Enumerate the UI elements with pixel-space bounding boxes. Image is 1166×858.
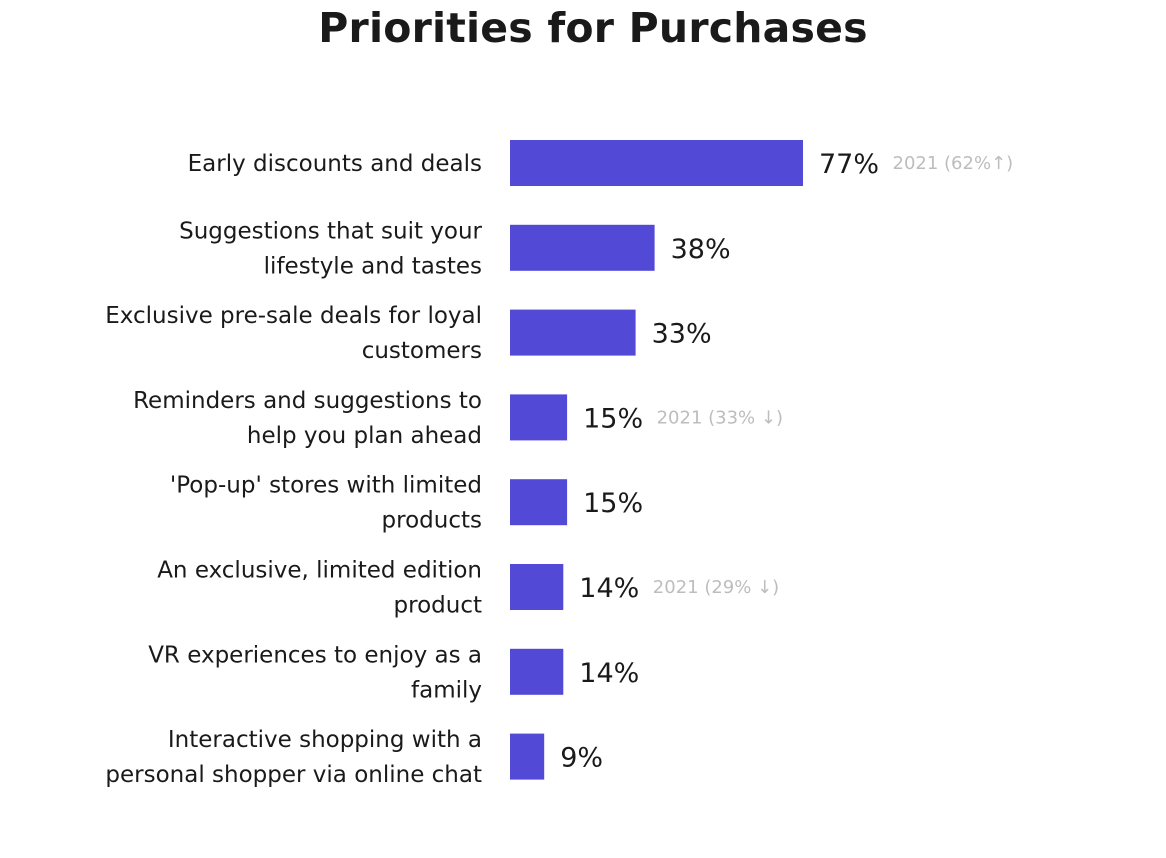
category-label-6: An exclusive, limited edition product (157, 558, 482, 619)
bar-5 (510, 479, 568, 526)
category-label-7: VR experiences to enjoy as a family (148, 642, 482, 703)
bar-1 (510, 140, 803, 186)
comparison-note-4: 2021 (33% ↓) (657, 407, 783, 428)
bar-6 (510, 564, 564, 610)
value-label-3: 33% (652, 319, 712, 350)
category-label-4: Reminders and suggestions to help you pla… (133, 388, 482, 449)
value-label-4: 15% (583, 403, 643, 434)
bar-8 (510, 733, 545, 780)
category-label-1: Early discounts and deals (188, 151, 482, 177)
comparison-note-1: 2021 (62%↑) (893, 153, 1014, 174)
category-label-5: 'Pop-up' stores with limited products (170, 473, 482, 534)
value-label-8: 9% (560, 743, 603, 774)
category-label-2: Suggestions that suit your lifestyle and … (179, 218, 482, 279)
value-label-7: 14% (579, 658, 639, 689)
bar-4 (510, 394, 568, 441)
value-label-5: 15% (583, 488, 643, 519)
chart-title: Priorities for Purchases (318, 4, 868, 52)
value-label-2: 38% (671, 234, 731, 265)
value-label-6: 14% (579, 573, 639, 604)
value-label-1: 77% (819, 149, 879, 180)
bar-2 (510, 224, 655, 271)
category-label-3: Exclusive pre-sale deals for loyal custom… (105, 303, 482, 364)
category-label-8: Interactive shopping with a personal shop… (105, 727, 482, 788)
bar-7 (510, 648, 564, 695)
comparison-note-6: 2021 (29% ↓) (653, 577, 779, 598)
bar-3 (510, 309, 636, 356)
